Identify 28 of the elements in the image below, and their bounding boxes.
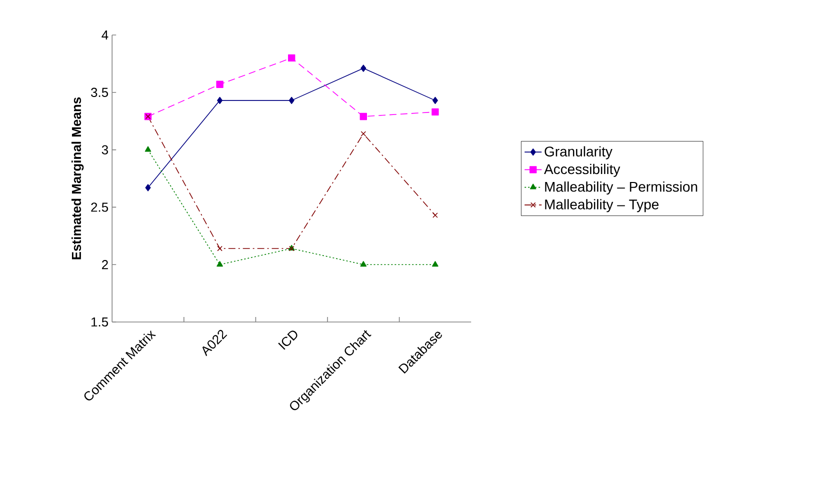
legend-label: Malleability – Type [545, 199, 659, 212]
legend-label: Malleability – Permission [545, 181, 698, 195]
point [432, 108, 439, 116]
point [432, 96, 438, 104]
y-tick-label: 4 [102, 30, 108, 40]
point [217, 96, 223, 104]
legend-label: Granularity [544, 146, 612, 160]
point [360, 64, 366, 72]
point [432, 261, 438, 267]
point [288, 54, 296, 62]
point [360, 131, 366, 136]
point [360, 261, 367, 267]
point [360, 112, 367, 120]
y-tick-label: 2 [102, 260, 108, 270]
legend-label: Accessibility [544, 164, 620, 177]
point [432, 212, 438, 218]
y-tick-label: 3.5 [91, 88, 108, 97]
y-tick-label: 3 [102, 145, 108, 154]
x-tick-label: ICD [278, 330, 298, 350]
point [216, 80, 224, 88]
point [288, 96, 294, 104]
y-tick-label: 1.5 [91, 317, 108, 327]
point [145, 184, 151, 192]
point [144, 146, 152, 152]
y-axis-title: Estimated Marginal Means [71, 97, 84, 260]
point [216, 261, 223, 267]
point [217, 246, 222, 252]
y-tick-label: 2.5 [91, 202, 108, 212]
